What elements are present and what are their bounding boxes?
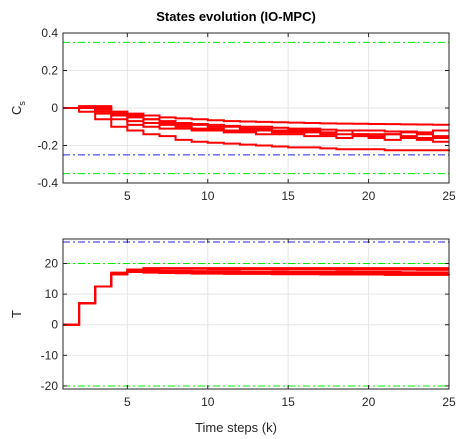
x-tick-label: 15	[281, 189, 295, 203]
y-axis-label-text: C	[9, 106, 24, 115]
x-tick-label: 15	[281, 395, 295, 409]
y-tick-label: 0.2	[41, 64, 58, 78]
x-tick-label: 20	[362, 189, 376, 203]
y-tick-label: 0	[51, 101, 58, 115]
state-trajectory-5	[63, 107, 449, 143]
state-trajectory-1	[63, 267, 449, 326]
x-tick-label: 10	[201, 395, 215, 409]
state-trajectory-5	[63, 271, 450, 326]
x-tick-label: 25	[442, 395, 456, 409]
y-tick-label: 0.4	[41, 26, 58, 40]
state-trajectory-6	[63, 107, 450, 152]
y-tick-label: 10	[45, 287, 59, 301]
y-axis-label: T	[9, 310, 24, 318]
y-tick-label: 0	[51, 318, 58, 332]
x-axis-label: Time steps (k)	[195, 420, 277, 435]
x-tick-label: 25	[442, 189, 456, 203]
axes-box	[62, 238, 450, 390]
y-tick-label: -0.4	[37, 176, 58, 190]
state-trajectory-1	[63, 107, 450, 126]
state-trajectory-4	[63, 107, 449, 139]
chart-title: States evolution (IO-MPC)	[156, 9, 316, 24]
y-tick-label: -0.2	[37, 139, 58, 153]
x-tick-label: 10	[201, 189, 215, 203]
state-trajectory-4	[63, 270, 449, 326]
t-axes: 5 10 15 20 25 -20 -10 0 10 20 T	[9, 238, 456, 409]
y-axis-label-subscript: s	[17, 101, 27, 106]
cs-axes: 5 10 15 20 25 -0.4 -0.2 0 0.2 0.4 Cs	[9, 26, 456, 203]
x-tick-label: 5	[124, 189, 131, 203]
y-tick-label: 20	[45, 256, 59, 270]
state-trajectory-3	[63, 269, 449, 326]
x-tick-label: 20	[362, 395, 376, 409]
y-tick-label: -20	[41, 379, 59, 393]
y-axis-label: Cs	[9, 101, 27, 115]
y-axis-label-text: T	[9, 310, 24, 318]
y-tick-label: -10	[41, 348, 59, 362]
state-trajectory-2	[63, 267, 449, 326]
x-tick-label: 5	[124, 395, 131, 409]
